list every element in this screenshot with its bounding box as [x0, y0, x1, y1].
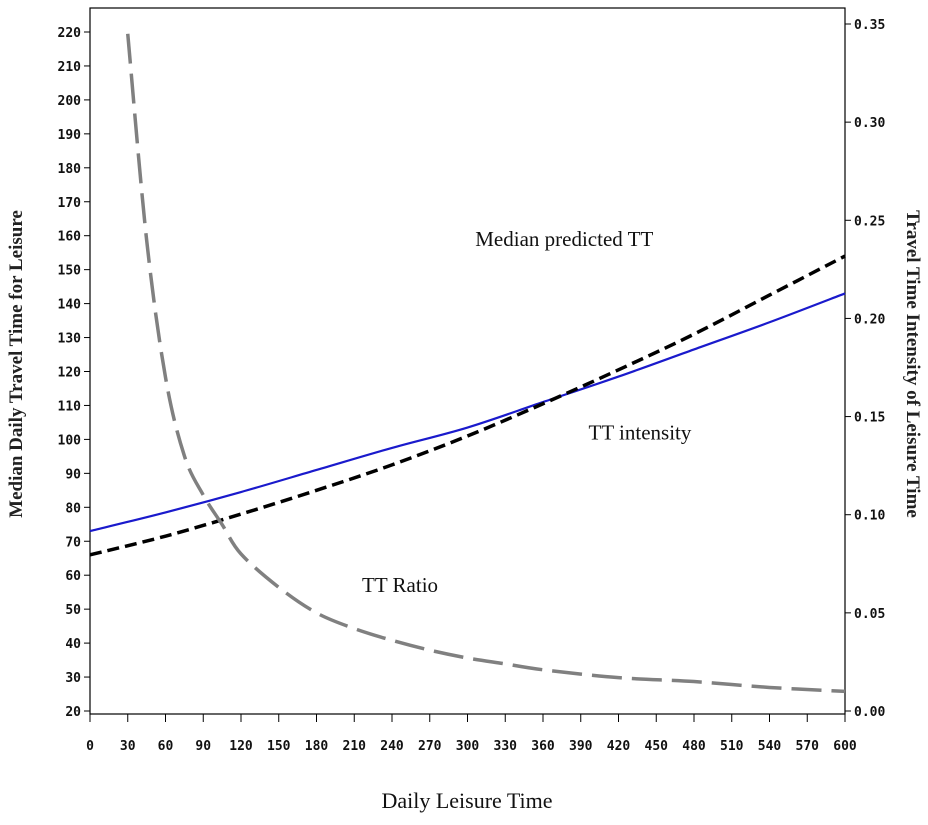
y-tick-label: 50	[65, 603, 81, 618]
x-tick-label: 540	[758, 739, 782, 754]
annotation-label: Median predicted TT	[475, 227, 653, 251]
x-tick-label: 510	[720, 739, 744, 754]
x-tick-label: 210	[343, 739, 367, 754]
y2-tick-label: 0.25	[854, 214, 885, 229]
y-tick-label: 40	[65, 637, 81, 652]
y2-tick-label: 0.30	[854, 116, 885, 131]
x-axis-ticks: 0 30 60 90 120 150 180 210 240 270 300 330 360 390 420…	[86, 714, 857, 754]
annotation-label: TT intensity	[589, 420, 692, 444]
y-tick-label: 80	[65, 501, 81, 516]
y2-axis-ticks: 0.00 0.05 0.10 0.15 0.20 0.25 0.30 0.35	[845, 18, 885, 720]
x-tick-label: 60	[158, 739, 174, 754]
y-tick-label: 210	[58, 60, 82, 75]
y2-tick-label: 0.00	[854, 705, 885, 720]
x-axis-label: Daily Leisure Time	[381, 788, 552, 813]
x-tick-label: 120	[229, 739, 253, 754]
y-tick-label: 60	[65, 569, 81, 584]
y-tick-label: 220	[58, 26, 82, 41]
x-tick-label: 300	[456, 739, 480, 754]
y-tick-label: 120	[58, 366, 82, 381]
y-tick-label: 200	[58, 94, 82, 109]
x-tick-label: 30	[120, 739, 136, 754]
y-tick-label: 170	[58, 196, 82, 211]
y2-tick-label: 0.15	[854, 411, 885, 426]
x-tick-label: 0	[86, 739, 94, 754]
y-tick-label: 110	[58, 399, 82, 414]
annotation-label: TT Ratio	[362, 573, 438, 597]
annotations: Median predicted TT TT intensity TT Ratio	[362, 227, 692, 597]
x-tick-label: 360	[531, 739, 555, 754]
y-tick-label: 20	[65, 705, 81, 720]
series-median-predicted-line	[89, 254, 846, 557]
y-tick-label: 90	[65, 467, 81, 482]
y2-tick-label: 0.35	[854, 18, 885, 33]
y-tick-label: 140	[58, 298, 82, 313]
x-tick-label: 480	[682, 739, 706, 754]
series-tt-ratio-line	[126, 33, 846, 694]
x-tick-label: 450	[645, 739, 669, 754]
y-tick-label: 30	[65, 671, 81, 686]
y-tick-label: 180	[58, 162, 82, 177]
x-tick-label: 570	[796, 739, 820, 754]
y-tick-label: 190	[58, 128, 82, 143]
y-axis-label: Median Daily Travel Time for Leisure	[6, 210, 27, 518]
x-tick-label: 600	[833, 739, 857, 754]
x-tick-label: 180	[305, 739, 329, 754]
x-tick-label: 240	[380, 739, 404, 754]
y-tick-label: 100	[58, 433, 82, 448]
y-tick-label: 150	[58, 264, 82, 279]
x-tick-label: 90	[195, 739, 211, 754]
y-axis-ticks: 20 30 40 50 60 70 80 90 100 110 120 130 140 150 160 170…	[58, 26, 90, 720]
y2-tick-label: 0.20	[854, 312, 885, 327]
y-tick-label: 70	[65, 535, 81, 550]
series-group	[89, 33, 846, 694]
y-tick-label: 130	[58, 332, 82, 347]
x-tick-label: 330	[494, 739, 518, 754]
series-tt-intensity-line	[89, 292, 846, 533]
y2-axis-label: Travel Time Intensity of Leisure Time	[902, 210, 923, 518]
y-tick-label: 160	[58, 230, 82, 245]
x-tick-label: 390	[569, 739, 593, 754]
x-tick-label: 420	[607, 739, 631, 754]
x-tick-label: 270	[418, 739, 442, 754]
y2-tick-label: 0.05	[854, 607, 885, 622]
y2-tick-label: 0.10	[854, 509, 885, 524]
x-tick-label: 150	[267, 739, 291, 754]
plot-frame	[89, 7, 846, 715]
